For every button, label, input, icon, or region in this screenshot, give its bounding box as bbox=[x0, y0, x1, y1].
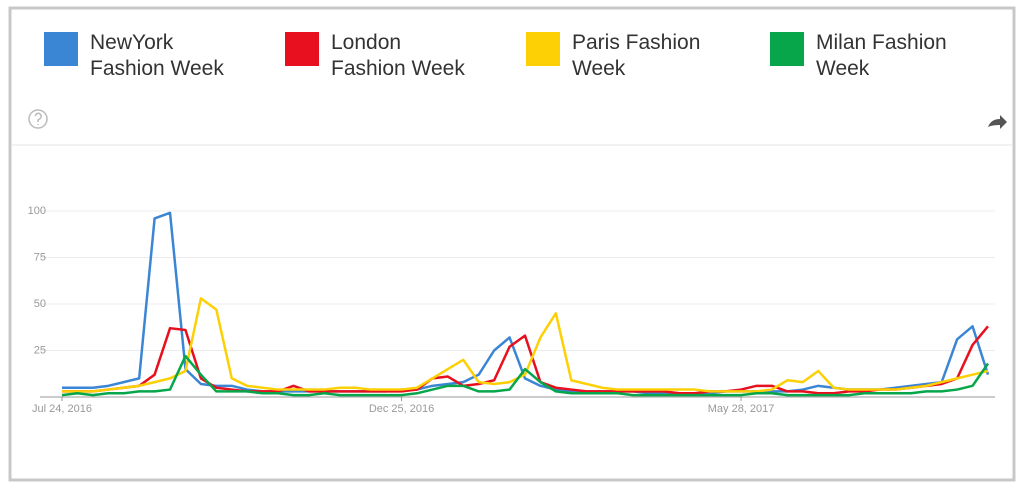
y-tick-label: 50 bbox=[34, 298, 46, 310]
legend-swatch bbox=[285, 32, 319, 66]
legend-item[interactable]: London Fashion Week bbox=[285, 30, 481, 82]
series-line bbox=[62, 297, 989, 393]
share-icon[interactable] bbox=[988, 115, 1007, 129]
legend-item[interactable]: NewYork Fashion Week bbox=[44, 30, 240, 82]
series-line bbox=[61, 354, 990, 397]
legend-item[interactable]: Milan Fashion Week bbox=[770, 30, 966, 82]
y-tick-label: 25 bbox=[34, 344, 46, 356]
legend-item[interactable]: Paris Fashion Week bbox=[526, 30, 722, 82]
series-line bbox=[62, 325, 989, 395]
x-tick-label: Dec 25, 2016 bbox=[369, 403, 434, 415]
help-icon[interactable] bbox=[28, 109, 48, 129]
x-tick-label: May 28, 2017 bbox=[708, 403, 775, 415]
legend-label: NewYork Fashion Week bbox=[90, 31, 224, 80]
frame-border bbox=[8, 6, 1016, 482]
x-tick-label: Jul 24, 2016 bbox=[32, 403, 92, 415]
legend-swatch bbox=[44, 32, 78, 66]
legend-swatch bbox=[770, 32, 804, 66]
legend-label: Paris Fashion Week bbox=[572, 31, 701, 80]
legend-label: Milan Fashion Week bbox=[816, 31, 947, 80]
y-tick-label: 75 bbox=[34, 251, 46, 263]
legend-label: London Fashion Week bbox=[331, 31, 465, 80]
y-tick-label: 100 bbox=[28, 205, 46, 217]
help-glyph bbox=[34, 112, 42, 125]
legend-swatch bbox=[526, 32, 560, 66]
